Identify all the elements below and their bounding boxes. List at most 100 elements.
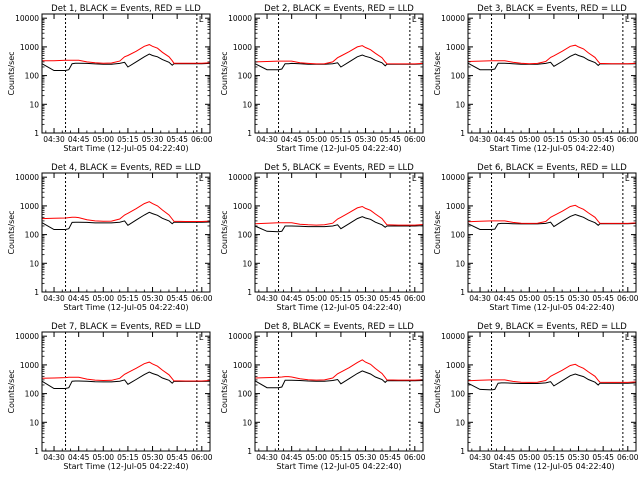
plot-frame xyxy=(467,331,637,452)
x-tick-label: 04:45 xyxy=(281,135,303,144)
y-tick-label: 1 xyxy=(460,447,465,456)
x-tick-label: 05:00 xyxy=(305,294,327,303)
x-tick-label: 05:00 xyxy=(305,135,327,144)
x-tick-label: 05:15 xyxy=(117,135,139,144)
panel-title: Det 2, BLACK = Events, RED = LLD xyxy=(264,4,414,14)
x-tick-label: 05:30 xyxy=(568,453,590,462)
panel-title: Det 8, BLACK = Events, RED = LLD xyxy=(264,322,414,332)
panel-title: Det 5, BLACK = Events, RED = LLD xyxy=(264,163,414,173)
x-tick-label: 05:30 xyxy=(568,135,590,144)
y-axis-label: Counts/sec xyxy=(220,210,229,254)
y-tick-label: 1000 xyxy=(233,202,252,211)
lld-series-line xyxy=(467,363,637,383)
x-tick-label: 06:00 xyxy=(404,453,426,462)
x-tick-label: 04:45 xyxy=(68,294,90,303)
y-tick-label: 100 xyxy=(25,231,40,240)
y-axis-label: Counts/sec xyxy=(7,210,16,254)
y-tick-label: 1000 xyxy=(233,43,252,52)
y-tick-label: 10000 xyxy=(228,14,252,23)
panel-title: Det 6, BLACK = Events, RED = LLD xyxy=(477,163,627,173)
y-tick-label: 10000 xyxy=(15,14,39,23)
x-tick-label: 05:15 xyxy=(543,453,565,462)
x-tick-label: 04:30 xyxy=(43,453,65,462)
y-axis-label: Counts/sec xyxy=(433,369,442,413)
x-tick-label: 06:00 xyxy=(617,294,639,303)
y-axis-label: Counts/sec xyxy=(220,369,229,413)
y-tick-label: 10 xyxy=(29,100,39,109)
x-tick-label: 05:15 xyxy=(330,453,352,462)
lld-series-line xyxy=(467,44,637,65)
x-tick-label: 05:45 xyxy=(379,453,401,462)
y-tick-label: 10000 xyxy=(15,332,39,341)
events-series-line xyxy=(41,371,211,389)
events-series-line xyxy=(41,53,211,71)
x-tick-label: 04:45 xyxy=(281,453,303,462)
y-tick-label: 1 xyxy=(460,129,465,138)
y-tick-label: 1000 xyxy=(20,361,39,370)
panel-title: Det 9, BLACK = Events, RED = LLD xyxy=(477,322,627,332)
y-axis-label: Counts/sec xyxy=(433,210,442,254)
x-tick-label: 04:30 xyxy=(256,294,278,303)
y-tick-label: 10 xyxy=(455,418,465,427)
x-tick-label: 05:15 xyxy=(543,294,565,303)
x-tick-label: 06:00 xyxy=(404,135,426,144)
x-tick-label: 06:00 xyxy=(191,453,213,462)
x-tick-label: 05:45 xyxy=(166,453,188,462)
y-axis-label: Counts/sec xyxy=(433,51,442,95)
x-tick-label: 05:45 xyxy=(592,453,614,462)
marker-label: L xyxy=(199,333,204,342)
y-tick-label: 100 xyxy=(25,72,40,81)
panel-title: Det 4, BLACK = Events, RED = LLD xyxy=(51,163,201,173)
panel-title: Det 3, BLACK = Events, RED = LLD xyxy=(477,4,627,14)
x-tick-label: 04:30 xyxy=(256,453,278,462)
y-tick-label: 1000 xyxy=(446,202,465,211)
events-series-line xyxy=(467,53,637,71)
x-tick-label: 05:00 xyxy=(92,135,114,144)
y-tick-label: 1000 xyxy=(446,43,465,52)
x-tick-label: 05:15 xyxy=(117,294,139,303)
x-axis-label: Start Time (12-Jul-05 04:22:40) xyxy=(489,462,614,471)
y-tick-label: 1 xyxy=(34,288,39,297)
y-tick-label: 1 xyxy=(247,447,252,456)
marker-label: L xyxy=(412,174,417,183)
y-tick-label: 100 xyxy=(451,390,466,399)
lld-series-line xyxy=(41,201,211,222)
lld-series-line xyxy=(254,205,424,226)
y-tick-label: 10000 xyxy=(228,173,252,182)
y-tick-label: 10000 xyxy=(441,332,465,341)
y-tick-label: 1 xyxy=(34,129,39,138)
plot-frame xyxy=(254,331,424,452)
x-axis-label: Start Time (12-Jul-05 04:22:40) xyxy=(63,144,188,153)
x-tick-label: 04:45 xyxy=(494,135,516,144)
lld-series-line xyxy=(467,204,637,224)
y-tick-label: 10000 xyxy=(441,173,465,182)
plot-frame xyxy=(467,13,637,134)
x-axis-label: Start Time (12-Jul-05 04:22:40) xyxy=(276,144,401,153)
x-axis-label: Start Time (12-Jul-05 04:22:40) xyxy=(63,462,188,471)
y-tick-label: 10 xyxy=(455,259,465,268)
plot-frame xyxy=(41,13,211,134)
y-tick-label: 10 xyxy=(242,418,252,427)
x-tick-label: 05:15 xyxy=(330,135,352,144)
lld-series-line xyxy=(41,361,211,382)
x-tick-label: 04:45 xyxy=(68,135,90,144)
x-tick-label: 05:45 xyxy=(379,294,401,303)
y-axis-label: Counts/sec xyxy=(7,51,16,95)
x-tick-label: 05:15 xyxy=(117,453,139,462)
y-tick-label: 1 xyxy=(247,288,252,297)
events-series-line xyxy=(467,213,637,230)
y-tick-label: 1000 xyxy=(20,43,39,52)
lld-series-line xyxy=(254,45,424,65)
y-tick-label: 100 xyxy=(238,231,253,240)
x-tick-label: 06:00 xyxy=(404,294,426,303)
x-tick-label: 05:00 xyxy=(518,453,540,462)
lld-series-line xyxy=(42,44,211,64)
events-series-line xyxy=(254,216,424,233)
